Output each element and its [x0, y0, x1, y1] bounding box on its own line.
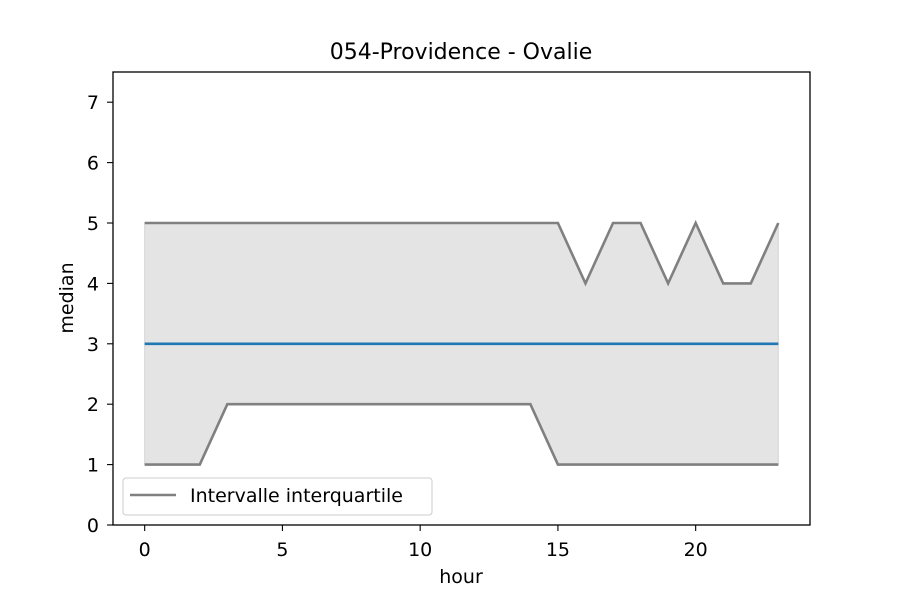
x-tick-label: 5 [276, 539, 288, 561]
y-axis-label: median [56, 262, 78, 333]
x-tick-label: 15 [546, 539, 570, 561]
chart-title: 054-Providence - Ovalie [330, 40, 593, 65]
series-line-q1 [144, 402, 779, 466]
y-tick-label: 3 [87, 334, 99, 356]
series-line-q3 [144, 219, 780, 287]
y-tick-label: 7 [87, 92, 99, 114]
y-tick-label: 0 [87, 515, 99, 537]
y-tick-label: 6 [87, 153, 99, 175]
y-tick-label: 4 [87, 273, 99, 295]
legend-box [122, 477, 433, 516]
x-tick-label: 0 [139, 539, 151, 561]
y-tick-label: 2 [87, 394, 99, 416]
legend: Intervalle interquartile [122, 477, 433, 516]
x-tick-label: 20 [684, 539, 708, 561]
plot-area: 0 5 10 15 20 0 1 2 3 4 5 6 7 [87, 71, 811, 561]
y-tick-label: 5 [87, 213, 99, 235]
x-tick-label: 10 [408, 539, 432, 561]
y-tick-label: 1 [87, 455, 99, 477]
legend-label: Intervalle interquartile [190, 485, 403, 507]
x-axis-label: hour [439, 566, 483, 588]
axes-frame [112, 71, 811, 526]
